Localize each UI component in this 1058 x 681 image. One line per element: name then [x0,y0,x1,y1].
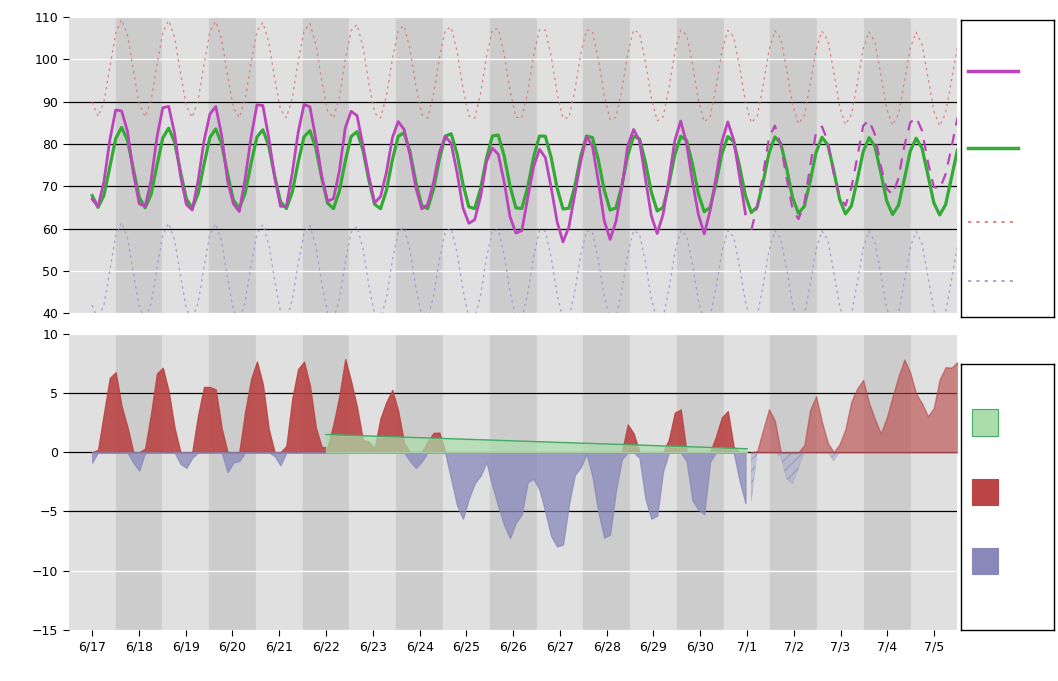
Bar [724,334,770,630]
Bar [770,334,817,630]
Bar [972,548,998,574]
Bar [162,17,209,313]
Bar [770,17,817,313]
Bar [631,334,677,630]
Bar [490,334,536,630]
Bar [69,17,115,313]
Bar [583,334,631,630]
Bar [162,334,209,630]
Bar [349,334,396,630]
Bar [303,17,349,313]
Bar [256,17,303,313]
Bar [817,17,864,313]
Bar [724,17,770,313]
Bar [911,334,957,630]
Bar [677,17,724,313]
Bar [864,334,911,630]
Bar [69,334,115,630]
Bar [817,334,864,630]
Bar [631,17,677,313]
Bar [536,334,583,630]
Bar [443,17,490,313]
Bar [911,17,957,313]
Bar [209,334,256,630]
Bar [303,334,349,630]
Bar [443,334,490,630]
Bar [256,334,303,630]
Bar [115,17,162,313]
Bar [583,17,631,313]
Bar [396,334,443,630]
Bar [864,17,911,313]
Bar [972,479,998,505]
Bar [490,17,536,313]
Bar [349,17,396,313]
Bar [396,17,443,313]
Bar [536,17,583,313]
Bar [209,17,256,313]
Bar [677,334,724,630]
Bar [972,409,998,436]
Bar [115,334,162,630]
